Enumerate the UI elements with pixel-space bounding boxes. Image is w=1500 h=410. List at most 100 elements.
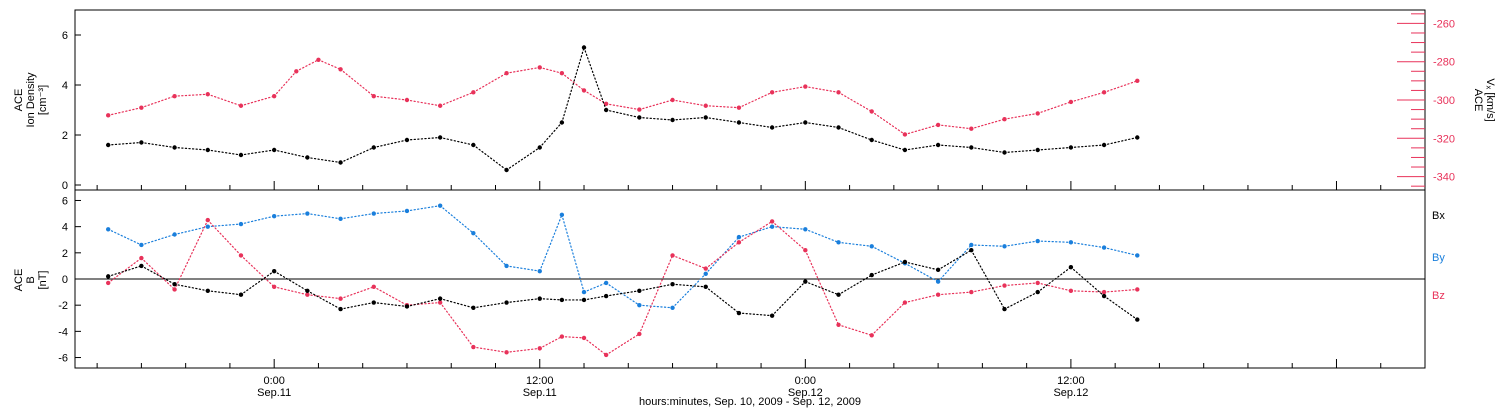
by-trace [306, 212, 342, 220]
density-trace [638, 116, 674, 121]
velocity-axis-label-line2: Vₓ [km/s] [1484, 78, 1496, 121]
density-trace [173, 146, 209, 151]
bz-trace [505, 347, 541, 353]
bz-trace [207, 219, 242, 257]
by-trace [638, 304, 674, 309]
b-axis-label-line2: B [25, 276, 37, 283]
bz-trace [771, 220, 806, 251]
top-panel-frame [74, 9, 1426, 191]
by-trace [273, 212, 308, 217]
density-trace [406, 136, 441, 141]
density-tick-label: 2 [62, 130, 68, 142]
velocity-trace [317, 59, 342, 70]
density-trace [273, 149, 308, 159]
velocity-trace [871, 110, 906, 136]
density-trace [1037, 146, 1072, 151]
density-trace [804, 121, 840, 129]
date-tick-label: Sep.11 [257, 387, 291, 399]
bz-trace [406, 301, 441, 306]
velocity-trace [240, 95, 275, 107]
by-trace [107, 228, 142, 246]
bz-trace [273, 286, 308, 296]
by-trace [539, 214, 563, 272]
bz-trace [1003, 282, 1039, 287]
by-trace [140, 233, 176, 246]
density-trace [439, 136, 474, 146]
time-tick-label: 0:00 [795, 375, 816, 387]
by-trace [173, 226, 209, 236]
velocity-trace [439, 91, 474, 107]
velocity-trace [937, 124, 972, 130]
by-trace [439, 205, 474, 234]
date-tick-label: Sep.12 [1053, 387, 1088, 399]
bx-trace [505, 298, 541, 304]
density-trace [937, 144, 972, 149]
velocity-trace [406, 99, 441, 107]
by-trace [837, 241, 873, 247]
density-trace [583, 46, 607, 111]
bx-trace [970, 249, 1006, 310]
bx-trace [1103, 295, 1138, 321]
bx-trace [671, 283, 707, 288]
b-tick-label: 0 [62, 274, 68, 286]
bz-trace [871, 301, 906, 336]
bz-trace [705, 241, 740, 270]
velocity-trace [638, 99, 674, 111]
bz-trace [107, 257, 142, 284]
velocity-trace [904, 124, 939, 136]
density-trace [671, 116, 707, 121]
by-trace [671, 273, 707, 309]
bx-trace [306, 290, 342, 310]
velocity-tick-label: -260 [1433, 18, 1455, 30]
velocity-trace [273, 70, 297, 97]
bz-trace [1103, 288, 1138, 293]
velocity-trace [671, 99, 707, 107]
time-tick-label: 12:00 [526, 375, 554, 387]
density-tick-label: 4 [62, 80, 68, 92]
density-tick-label: 6 [62, 30, 68, 42]
density-axis-label-line3: [cm⁻³] [37, 85, 49, 115]
time-tick-label: 0:00 [263, 375, 284, 387]
density-trace [605, 109, 640, 119]
velocity-trace [771, 85, 806, 93]
bz-trace [339, 286, 375, 300]
by-trace [937, 244, 972, 283]
velocity-trace [1003, 112, 1039, 120]
velocity-trace [804, 85, 840, 93]
legend-bx: Bx [1432, 210, 1445, 222]
by-trace [970, 244, 1006, 247]
by-trace [373, 210, 408, 215]
bz-trace [904, 294, 939, 304]
density-trace [904, 144, 939, 151]
by-trace [583, 282, 607, 293]
bx-trace [472, 301, 508, 309]
by-trace [1070, 241, 1105, 249]
velocity-trace [373, 95, 408, 101]
velocity-trace [561, 72, 585, 92]
bx-trace [1070, 266, 1105, 297]
bx-trace [339, 301, 375, 310]
bz-trace [240, 254, 275, 288]
density-trace [472, 144, 508, 171]
b-axis-ticks: 6 4 2 0 -2 -4 -6 [58, 195, 81, 365]
bz-trace [140, 257, 176, 291]
date-tick-label: Sep.12 [788, 387, 823, 399]
velocity-trace [472, 72, 508, 93]
b-tick-label: -4 [58, 326, 68, 338]
by-trace [240, 215, 275, 225]
density-axis-label-line2: Ion Density [25, 72, 37, 128]
bz-trace [638, 254, 674, 335]
velocity-axis-label-line1: ACE [1472, 89, 1484, 112]
bx-trace [373, 301, 408, 308]
velocity-trace [705, 105, 740, 109]
density-axis-ticks: 0 2 4 6 [62, 30, 81, 192]
velocity-trace [339, 68, 375, 97]
by-trace [771, 226, 806, 230]
b-tick-label: -6 [58, 353, 68, 365]
bz-trace [539, 335, 563, 349]
by-trace [505, 265, 541, 272]
bz-trace [671, 254, 707, 270]
density-axis-label-line1: ACE [13, 89, 25, 112]
by-trace [804, 228, 840, 243]
